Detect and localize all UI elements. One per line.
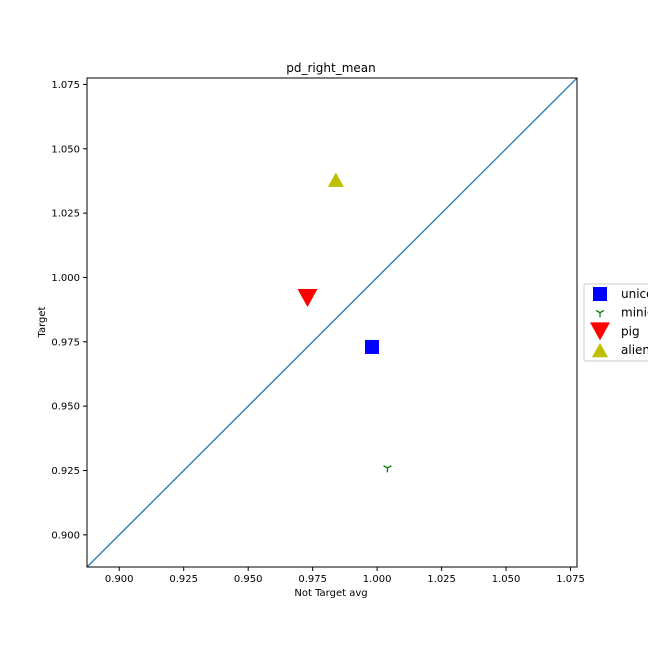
x-tick-label: 1.025 [427, 574, 456, 585]
legend-label-alien: alien [621, 343, 648, 357]
data-point-pig [297, 289, 318, 308]
legend-box [583, 283, 648, 362]
data-point-unicorn [364, 339, 379, 354]
x-tick-label: 0.925 [169, 574, 198, 585]
legend-label-pig: pig [621, 324, 640, 338]
y-tick-label: 1.000 [51, 273, 80, 284]
y-tick-label: 0.950 [51, 402, 80, 413]
x-tick-label: 1.075 [556, 574, 585, 585]
plot-area: 0.900 0.925 0.950 0.975 1.000 1.025 1.050 1.075… [51, 77, 585, 585]
legend-label-minion: minio [621, 306, 648, 320]
x-tick-label: 0.975 [298, 574, 327, 585]
data-point-alien [327, 172, 344, 187]
legend-marker-minion [595, 309, 605, 318]
diagonal-reference-line [87, 78, 577, 567]
x-tick-label: 0.900 [105, 574, 134, 585]
y-tick-label: 1.025 [51, 209, 80, 220]
legend-label-unicorn: unico [621, 287, 648, 301]
legend-marker-alien [592, 342, 608, 358]
x-tick-label: 0.950 [234, 574, 263, 585]
legend-marker-unicorn [593, 287, 607, 301]
legend-marker-pig [590, 322, 610, 341]
legend: unico minio pig alien [583, 283, 648, 362]
x-axis-label: Not Target avg [294, 588, 367, 599]
y-tick-label: 1.050 [51, 144, 80, 155]
y-axis-label: Target [37, 306, 48, 338]
y-tick-label: 0.975 [51, 337, 80, 348]
y-tick-label: 1.075 [51, 80, 80, 91]
plot-frame [86, 77, 578, 568]
y-tick-label: 0.925 [51, 466, 80, 477]
chart-title: pd_right_mean [286, 61, 375, 75]
x-tick-label: 1.050 [492, 574, 521, 585]
data-point-minion [383, 465, 392, 473]
x-tick-label: 1.000 [363, 574, 392, 585]
y-tick-label: 0.900 [51, 530, 80, 541]
